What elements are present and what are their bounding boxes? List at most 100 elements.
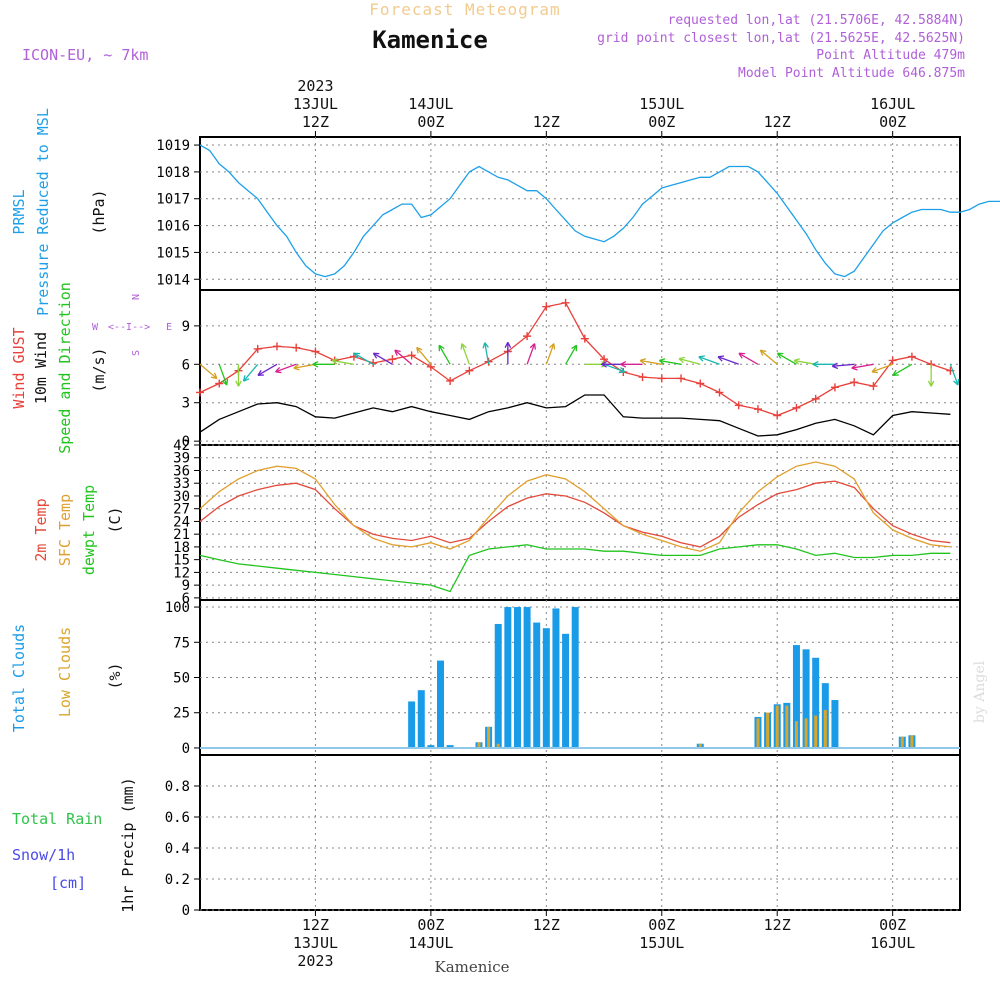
top-time-label: 00Z [879, 113, 906, 131]
wind-arrow [892, 363, 913, 376]
wind-arrow [461, 343, 470, 365]
total-clouds-bar [417, 690, 425, 748]
wind-arrow [373, 352, 393, 365]
total-clouds-bar [802, 649, 810, 748]
precip-tick-label: 0.6 [165, 810, 190, 826]
wind-arrowhead [927, 380, 935, 387]
gust-marker [638, 373, 647, 382]
gust-marker [542, 302, 551, 311]
pressure-tick-label: 1018 [156, 165, 190, 181]
top-time-label: 14JUL [408, 95, 453, 113]
compass-w: W [92, 322, 99, 333]
compass-s: S [131, 350, 142, 356]
wind-arrow [293, 363, 316, 369]
bottom-time-label: 00Z [417, 916, 444, 934]
pressure-tick-label: 1019 [156, 138, 190, 154]
pressure-tick-label: 1015 [156, 245, 190, 261]
gust-marker [465, 366, 474, 375]
wind-arrow [793, 359, 816, 365]
gust-marker [888, 356, 897, 365]
bottom-time-label: 12Z [302, 916, 329, 934]
gust-marker [715, 388, 724, 397]
gridpoint-coords: grid point closest lon,lat (21.5625E, 42… [597, 31, 965, 46]
low-clouds-bar [496, 743, 500, 748]
wind-arrowhead [438, 344, 445, 352]
wind-arrowhead [600, 360, 607, 368]
wind-gust-label: Wind GUST [10, 327, 28, 408]
compass-e: E [166, 322, 172, 333]
rain-label: Total Rain [12, 810, 102, 828]
wind-arrow [332, 359, 355, 365]
low-clouds-bar [756, 718, 760, 748]
gust-marker [253, 344, 262, 353]
pressure-frame [199, 136, 961, 291]
wind-arrowhead [312, 360, 319, 368]
wind-series-0 [199, 302, 951, 417]
sfc-label: SFC Temp [56, 494, 74, 566]
temp-tick-label: 21 [173, 527, 190, 543]
wind-arrowhead [776, 352, 784, 359]
gust-marker [580, 334, 589, 343]
temp-frame [199, 444, 961, 601]
wind-unit: (m/s) [90, 347, 108, 392]
total-clouds-bar [533, 622, 541, 748]
gust-marker [734, 401, 743, 410]
wind-arrowhead [759, 349, 767, 356]
precip-tick-label: 0.2 [165, 872, 190, 888]
precip-tick-label: 0.4 [165, 841, 190, 857]
total-clouds-bar [571, 607, 579, 748]
compass-dashes: <--I--> [108, 322, 150, 333]
top-time-label: 13JUL [293, 95, 338, 113]
total-clouds-bar [831, 700, 839, 748]
gust-marker [523, 332, 532, 341]
top-time-label: 2023 [297, 77, 333, 95]
wind-frame [199, 289, 961, 446]
precip-tick-label: 0.8 [165, 779, 190, 795]
clouds-tick-label: 50 [173, 671, 190, 687]
gust-marker [696, 379, 705, 388]
watermark: by Angel [972, 660, 988, 723]
bottom-time-label: 00Z [648, 916, 675, 934]
wind-arrow [275, 363, 297, 373]
clouds-panel: 0 25 50 75 100 [165, 599, 961, 757]
gust-marker [388, 355, 397, 364]
total-clouds-bar [562, 633, 570, 748]
wind-arrow [871, 363, 893, 373]
station-title: Kamenice [372, 26, 488, 54]
wind-arrowhead [482, 342, 489, 349]
footer-station: Kamenice [435, 958, 510, 976]
wind-arrowhead [257, 369, 264, 376]
wind-arrowhead [529, 343, 536, 350]
gust-marker [792, 403, 801, 412]
temp-series-0 [199, 480, 951, 548]
low-clouds-bar [814, 715, 818, 748]
model-altitude: Model Point Altitude 646.875m [738, 66, 965, 81]
wind-tick-label: 9 [182, 319, 190, 335]
gust-marker [272, 342, 281, 351]
wind-arrowhead [549, 343, 556, 350]
total-clouds-bar [552, 608, 560, 748]
temp-tick-label: 15 [173, 553, 190, 569]
clouds-unit: (%) [106, 662, 124, 689]
gust-marker [292, 343, 301, 352]
wind-arrow [565, 344, 578, 365]
gust-marker [811, 394, 820, 403]
wind-arrowhead [242, 375, 250, 382]
wind-arrow [603, 363, 625, 373]
wind-arrow [438, 344, 451, 365]
wind-arrow [484, 342, 490, 365]
wind-arrowhead [293, 363, 300, 371]
temp-tick-label: 6 [182, 591, 190, 607]
precip-unit: 1hr Precip (mm) [119, 777, 137, 912]
wind-arrowhead [331, 358, 339, 365]
temp-tick-label: 30 [173, 489, 190, 505]
wind-arrowhead [793, 358, 800, 365]
total-clouds-bar [408, 701, 416, 748]
total-clouds-label: Total Clouds [10, 624, 28, 732]
wind-series-1 [199, 394, 951, 437]
pressure-label-a: PRMSL [10, 189, 28, 234]
wind-tick-label: 3 [182, 396, 190, 412]
top-time-label: 15JUL [639, 95, 684, 113]
gust-marker [657, 374, 666, 383]
